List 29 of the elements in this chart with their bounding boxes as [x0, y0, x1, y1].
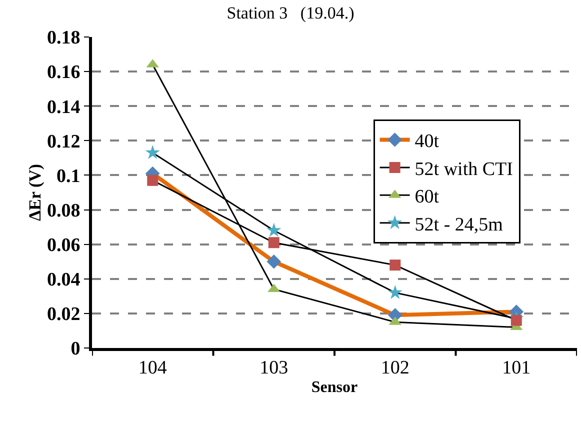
legend-label: 60t	[414, 186, 440, 208]
y-axis-title: ΔEr (V)	[26, 164, 44, 222]
point	[268, 237, 280, 248]
point	[145, 145, 160, 159]
x-tick-label: 102	[380, 358, 410, 379]
y-tick-label: 0.02	[46, 304, 80, 326]
x-tick-label: 104	[138, 358, 168, 379]
point	[266, 254, 282, 269]
legend-label: 52t with CTI	[414, 158, 513, 180]
y-tick-label: 0.08	[46, 200, 80, 222]
point	[510, 314, 522, 326]
legend-label: 52t - 24,5m	[414, 214, 504, 236]
y-tick-label: 0.04	[46, 270, 81, 291]
x-tick-label: 103	[260, 358, 288, 379]
point	[147, 174, 158, 186]
legend-label: 40t	[414, 131, 440, 152]
point	[390, 260, 401, 271]
y-tick-label: 0.1	[56, 166, 80, 187]
y-tick-label: 0.06	[46, 234, 80, 256]
point	[388, 285, 402, 299]
y-tick-label: 0.16	[46, 62, 80, 84]
y-tick-label: 0.14	[46, 96, 81, 118]
y-tick-label: 0.12	[46, 131, 80, 152]
x-axis-title: Sensor	[311, 379, 358, 396]
chart-title: Station 3 (19.04.)	[226, 3, 354, 22]
point	[266, 222, 282, 237]
x-tick-label: 101	[502, 358, 531, 379]
y-tick-label: 0	[70, 338, 80, 360]
y-tick-label: 0.18	[46, 28, 80, 49]
